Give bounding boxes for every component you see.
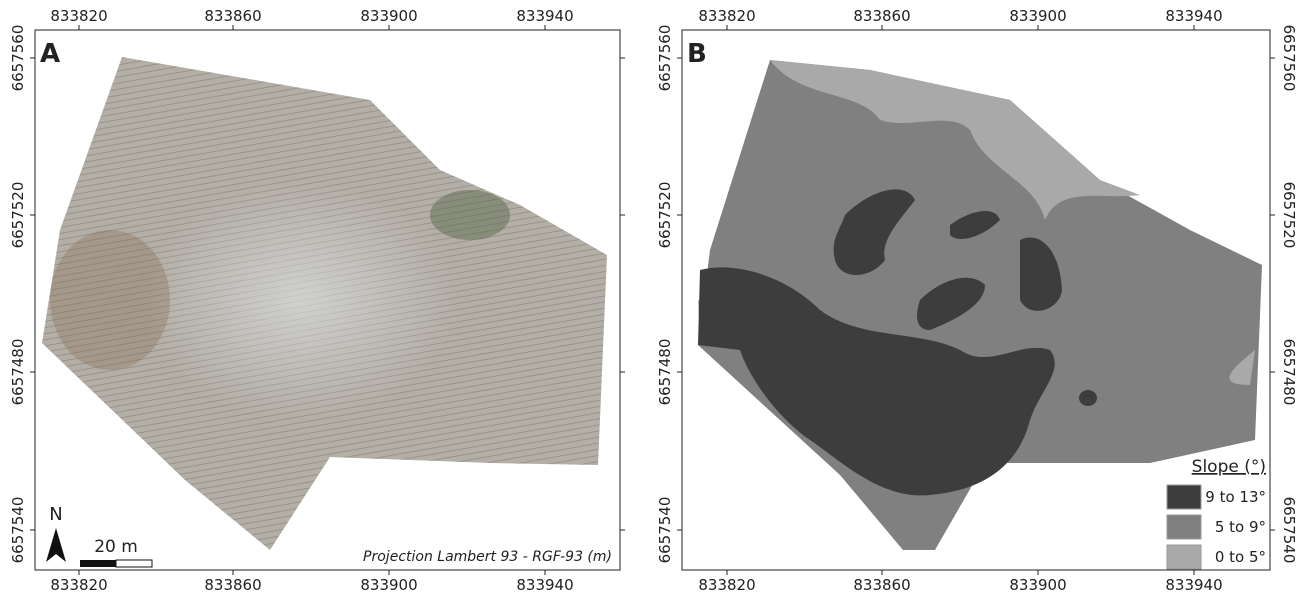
y-tick-label: 6657560 bbox=[9, 25, 27, 92]
slope-region bbox=[770, 60, 1140, 220]
x-tick-label: 833900 bbox=[1009, 576, 1066, 594]
legend-swatch bbox=[1166, 544, 1202, 570]
legend-swatch bbox=[1166, 514, 1202, 540]
x-tick-label: 833900 bbox=[1009, 7, 1066, 25]
y-tick-label: 6657480 bbox=[656, 339, 674, 406]
x-tick-label: 833860 bbox=[853, 7, 910, 25]
panel-label: A bbox=[40, 39, 60, 69]
x-tick-label: 833940 bbox=[516, 7, 573, 25]
slope-region bbox=[833, 189, 915, 275]
orthophoto bbox=[42, 57, 607, 550]
x-tick-label: 833820 bbox=[698, 7, 755, 25]
x-tick-label: 833860 bbox=[853, 576, 910, 594]
panel-label: B bbox=[687, 39, 707, 69]
slope-region bbox=[1079, 390, 1097, 406]
x-tick-label: 833900 bbox=[360, 7, 417, 25]
y-tick-label: 6657540 bbox=[9, 497, 27, 564]
x-tick-label: 833820 bbox=[50, 576, 107, 594]
y-tick-label: 6657480 bbox=[9, 339, 27, 406]
legend-swatch bbox=[1166, 484, 1202, 510]
legend-title: Slope (°) bbox=[1192, 457, 1266, 477]
north-label: N bbox=[49, 504, 62, 525]
y-tick-label: 6657540 bbox=[656, 497, 674, 564]
y-tick-label: 6657540 bbox=[1280, 497, 1298, 564]
panel-frame bbox=[34, 29, 621, 571]
legend-label: 0 to 5° bbox=[1215, 548, 1266, 566]
north-arrow bbox=[46, 528, 66, 562]
y-tick-label: 6657560 bbox=[1280, 25, 1298, 92]
slope-map bbox=[698, 60, 1262, 550]
y-tick-label: 6657520 bbox=[656, 182, 674, 249]
scale-bar bbox=[115, 559, 153, 568]
y-tick-label: 6657560 bbox=[656, 25, 674, 92]
x-tick-label: 833820 bbox=[698, 576, 755, 594]
x-tick-label: 833940 bbox=[1165, 576, 1222, 594]
scale-bar bbox=[80, 560, 116, 567]
projection: Projection Lambert 93 - RGF-93 (m) bbox=[363, 549, 612, 565]
x-tick-label: 833940 bbox=[1165, 7, 1222, 25]
slope-region bbox=[1229, 350, 1255, 385]
x-tick-label: 833860 bbox=[204, 576, 261, 594]
scale-label: 20 m bbox=[94, 537, 138, 557]
x-tick-label: 833900 bbox=[360, 576, 417, 594]
y-tick-label: 6657480 bbox=[1280, 339, 1298, 406]
x-tick-label: 833820 bbox=[50, 7, 107, 25]
slope-region bbox=[950, 210, 1000, 240]
slope-region bbox=[917, 277, 985, 330]
legend-label: 9 to 13° bbox=[1205, 488, 1266, 506]
x-tick-label: 833940 bbox=[516, 576, 573, 594]
x-tick-label: 833860 bbox=[204, 7, 261, 25]
legend-label: 5 to 9° bbox=[1215, 518, 1266, 536]
y-tick-label: 6657520 bbox=[1280, 182, 1298, 249]
slope-region bbox=[1020, 237, 1062, 311]
panel-frame bbox=[681, 29, 1271, 571]
y-tick-label: 6657520 bbox=[9, 182, 27, 249]
slope-region bbox=[698, 267, 1055, 496]
